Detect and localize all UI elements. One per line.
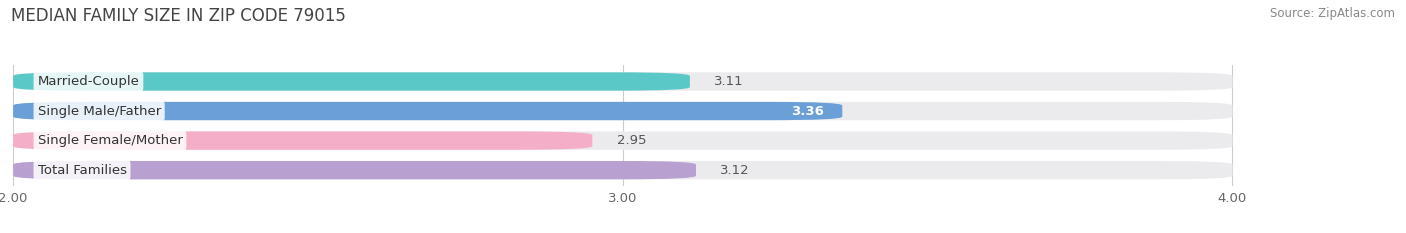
Text: Total Families: Total Families	[38, 164, 127, 177]
FancyBboxPatch shape	[13, 131, 1233, 150]
Text: 3.12: 3.12	[720, 164, 749, 177]
Text: Married-Couple: Married-Couple	[38, 75, 139, 88]
Text: 3.11: 3.11	[714, 75, 744, 88]
Text: Source: ZipAtlas.com: Source: ZipAtlas.com	[1270, 7, 1395, 20]
FancyBboxPatch shape	[13, 102, 842, 120]
FancyBboxPatch shape	[13, 161, 696, 179]
FancyBboxPatch shape	[13, 72, 1233, 91]
Text: Single Male/Father: Single Male/Father	[38, 105, 160, 117]
FancyBboxPatch shape	[13, 131, 592, 150]
Text: 2.95: 2.95	[617, 134, 647, 147]
FancyBboxPatch shape	[13, 72, 690, 91]
Text: Single Female/Mother: Single Female/Mother	[38, 134, 183, 147]
FancyBboxPatch shape	[13, 102, 1233, 120]
Text: MEDIAN FAMILY SIZE IN ZIP CODE 79015: MEDIAN FAMILY SIZE IN ZIP CODE 79015	[11, 7, 346, 25]
FancyBboxPatch shape	[13, 161, 1233, 179]
Text: 3.36: 3.36	[792, 105, 824, 117]
